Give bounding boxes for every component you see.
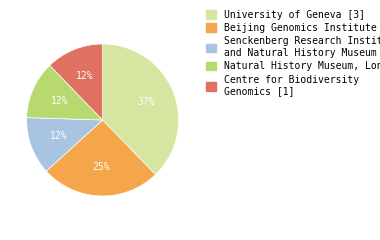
Text: 12%: 12% [49, 131, 67, 141]
Text: 12%: 12% [76, 71, 94, 81]
Wedge shape [50, 44, 103, 120]
Wedge shape [27, 118, 103, 171]
Text: 25%: 25% [92, 162, 110, 172]
Wedge shape [103, 44, 179, 174]
Text: 37%: 37% [138, 97, 155, 107]
Text: 12%: 12% [51, 96, 68, 106]
Wedge shape [46, 120, 155, 196]
Legend: University of Geneva [3], Beijing Genomics Institute [2], Senckenberg Research I: University of Geneva [3], Beijing Genomi… [206, 10, 380, 96]
Wedge shape [27, 66, 103, 120]
